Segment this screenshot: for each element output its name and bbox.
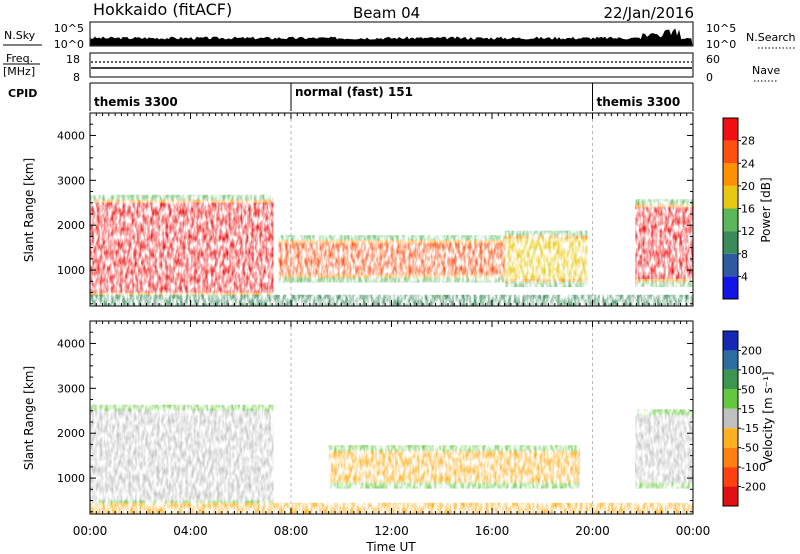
ytick-label: 4000 [57,129,85,142]
cpid-label: CPID [8,87,37,100]
velocity-cbar-swatch [723,467,738,487]
power-ylabel: Slant Range [km] [22,158,36,262]
power-cbar-swatch [723,276,738,299]
nave-label: Nave [752,64,780,77]
nsky-right-tick-top: 10^5 [706,22,736,35]
nsky-right-tick-bottom: 10^0 [706,38,736,51]
power-echo-region [90,202,274,293]
ytick-label: 3000 [57,174,85,187]
power-cbar-tick: 4 [741,270,748,283]
freq-panel: Freq. [MHz] 18 8 60 0 Nave [3,52,780,84]
nsky-noise-trace [90,28,693,46]
nsearch-label: N.Search [746,31,796,44]
cpid-segment-label: themis 3300 [597,95,681,109]
power-colorbar: 4 8 12 16 20 24 28 Power [dB] [722,117,773,300]
velocity-cbar-swatch [723,369,738,390]
velocity-echo-region [90,410,274,501]
velocity-cbar-tick: -15 [741,422,759,435]
nsky-label: N.Sky [4,29,36,42]
power-cbar-swatch [723,208,738,232]
cpid-panel: CPID themis 3300 normal (fast) 151 themis … [8,82,694,111]
velocity-cbar-tick: -50 [741,442,759,455]
nsky-tick-bottom: 10^0 [54,38,84,51]
power-panel: 1000 2000 3000 4000 Slant Range [km] [22,112,694,307]
velocity-cbar-swatch [723,389,738,409]
nsky-panel: N.Sky 10^5 10^0 10^5 10^0 N.Search [3,21,796,51]
ytick-label: 1000 [57,264,85,277]
velocity-cbar-tick: -100 [741,461,766,474]
power-cbar-tick: 28 [741,135,755,148]
power-echo-region [504,238,588,280]
power-cbar-swatch [723,163,738,186]
power-cbar-swatch [723,231,738,254]
xtick-label: 04:00 [173,524,208,538]
power-cbar-label: Power [dB] [759,177,773,242]
ytick-label: 1000 [57,472,85,485]
freq-tick-bottom: 8 [73,71,80,84]
power-cbar-tick: 8 [741,248,748,261]
freq-tick-top: 18 [66,53,80,66]
velocity-cbar-swatch [723,331,738,351]
ytick-label: 2000 [57,427,85,440]
velocity-cbar-label: Velocity [m s⁻¹] [761,371,775,464]
xtick-label: 12:00 [374,524,409,538]
power-cbar-tick: 16 [741,203,755,216]
freq-label-1: Freq. [6,52,33,65]
velocity-echo-region [635,415,693,483]
nsky-tick-top: 10^5 [54,22,84,35]
xtick-label: 08:00 [274,524,309,538]
ytick-label: 3000 [57,382,85,395]
power-echo-region [278,243,505,275]
velocity-colorbar: 200 100 50 15 -15 -50 -100 -200 Velocity [m s⁻¹… [722,330,775,507]
velocity-echo-region [328,451,580,483]
freq-label-2: [MHz] [3,65,35,78]
xtick-label: 00:00 [676,524,711,538]
cpid-segment-label: normal (fast) 151 [295,85,413,99]
time-xlabel: Time UT [365,540,416,554]
power-cbar-swatch [723,118,738,141]
power-cbar-tick: 12 [741,225,755,238]
station-title: Hokkaido (fitACF) [93,0,232,19]
velocity-cbar-swatch [723,350,738,370]
velocity-ylabel: Slant Range [km] [22,366,36,470]
velocity-cbar-swatch [723,428,738,448]
power-cbar-swatch [723,253,738,277]
ytick-label: 2000 [57,219,85,232]
xtick-label: 20:00 [575,524,610,538]
cpid-segment-label: themis 3300 [94,95,178,109]
velocity-cbar-swatch [723,447,738,468]
velocity-panel: 1000 2000 3000 4000 00:00 04:00 08:00 12:00 16:… [22,320,711,554]
power-cbar-tick: 24 [741,157,755,170]
velocity-cbar-tick: 50 [741,383,755,396]
velocity-cbar-tick: 200 [741,344,762,357]
velocity-cbar-tick: 100 [741,364,762,377]
beam-title: Beam 04 [353,4,420,22]
nave-tick-top: 60 [706,53,720,66]
velocity-cbar-swatch [723,408,738,429]
power-cbar-tick: 20 [741,180,755,193]
ytick-label: 4000 [57,337,85,350]
xtick-label: 16:00 [475,524,510,538]
power-cbar-swatch [723,140,738,164]
power-cbar-swatch [723,185,738,209]
xtick-label: 00:00 [73,524,108,538]
date-title: 22/Jan/2016 [604,4,695,22]
velocity-cbar-tick: -200 [741,481,766,494]
power-echo-region [635,207,693,280]
nave-tick-bottom: 0 [706,71,713,84]
velocity-cbar-tick: 15 [741,403,755,416]
velocity-cbar-swatch [723,486,738,506]
